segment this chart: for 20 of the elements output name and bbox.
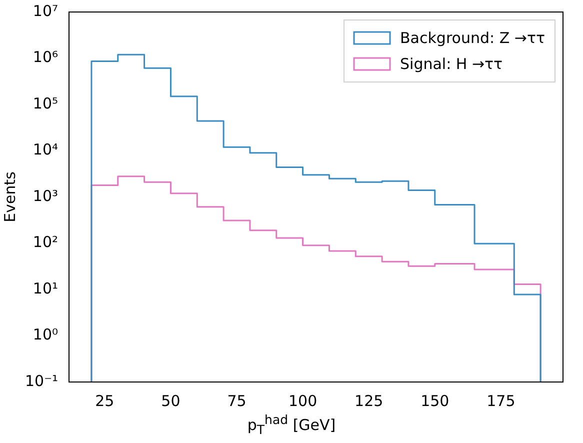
y-tick-label: 10³ [32, 186, 58, 205]
x-tick-label: 25 [95, 392, 114, 410]
y-tick-label: 10¹ [32, 279, 58, 298]
x-tick-label: 175 [486, 392, 516, 410]
y-tick-label: 10² [32, 233, 58, 252]
x-tick-label: 50 [161, 392, 180, 410]
x-tick-label: 125 [354, 392, 384, 410]
y-axis-title: Events [0, 171, 19, 222]
x-tick-label: 150 [420, 392, 450, 410]
x-tick-label: 100 [288, 392, 318, 410]
legend-label: Signal: H →ττ [400, 54, 503, 73]
y-tick-label: 10⁴ [32, 140, 58, 159]
y-tick-label: 10⁻¹ [24, 372, 58, 390]
y-tick-label: 10⁶ [32, 48, 58, 66]
legend-label: Background: Z →ττ [400, 28, 545, 47]
y-tick-label: 10⁰ [32, 326, 58, 344]
x-axis-title: p$_{T}$$^{had}$ [GeV] [246, 412, 337, 437]
y-tick-label: 10⁵ [32, 94, 58, 112]
x-tick-label: 75 [227, 392, 246, 410]
y-tick-label: 10⁷ [32, 2, 58, 20]
